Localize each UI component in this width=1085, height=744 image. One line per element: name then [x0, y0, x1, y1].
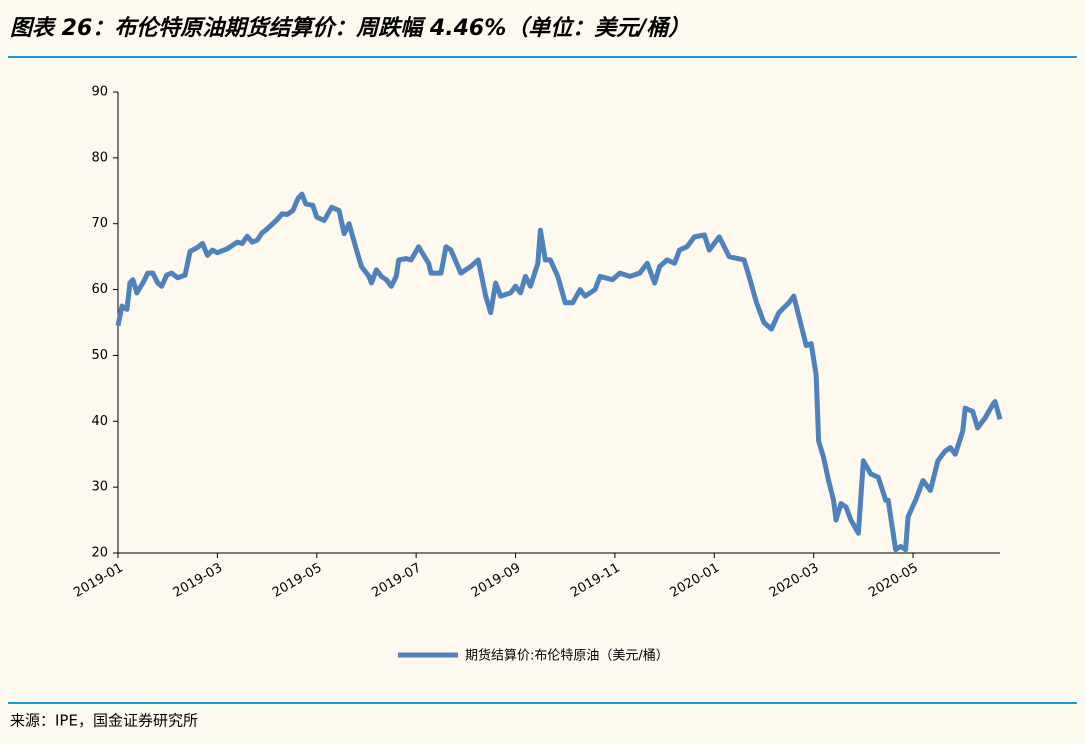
chart-title: 图表 26：布伦特原油期货结算价：周跌幅 4.46%（单位：美元/桶）	[10, 15, 690, 41]
source: 来源：IPE，国金证券研究所	[10, 712, 198, 730]
y-tick-label: 70	[91, 216, 108, 231]
y-tick-label: 30	[91, 480, 108, 495]
y-tick-label: 20	[91, 546, 108, 561]
y-tick-label: 40	[91, 414, 108, 429]
legend-label: 期货结算价:布伦特原油（美元/桶）	[465, 648, 669, 664]
y-tick-label: 50	[91, 348, 108, 363]
y-tick-label: 60	[91, 282, 108, 297]
y-tick-label: 80	[91, 150, 108, 165]
series-line	[115, 191, 1003, 553]
y-tick-label: 90	[91, 85, 108, 100]
